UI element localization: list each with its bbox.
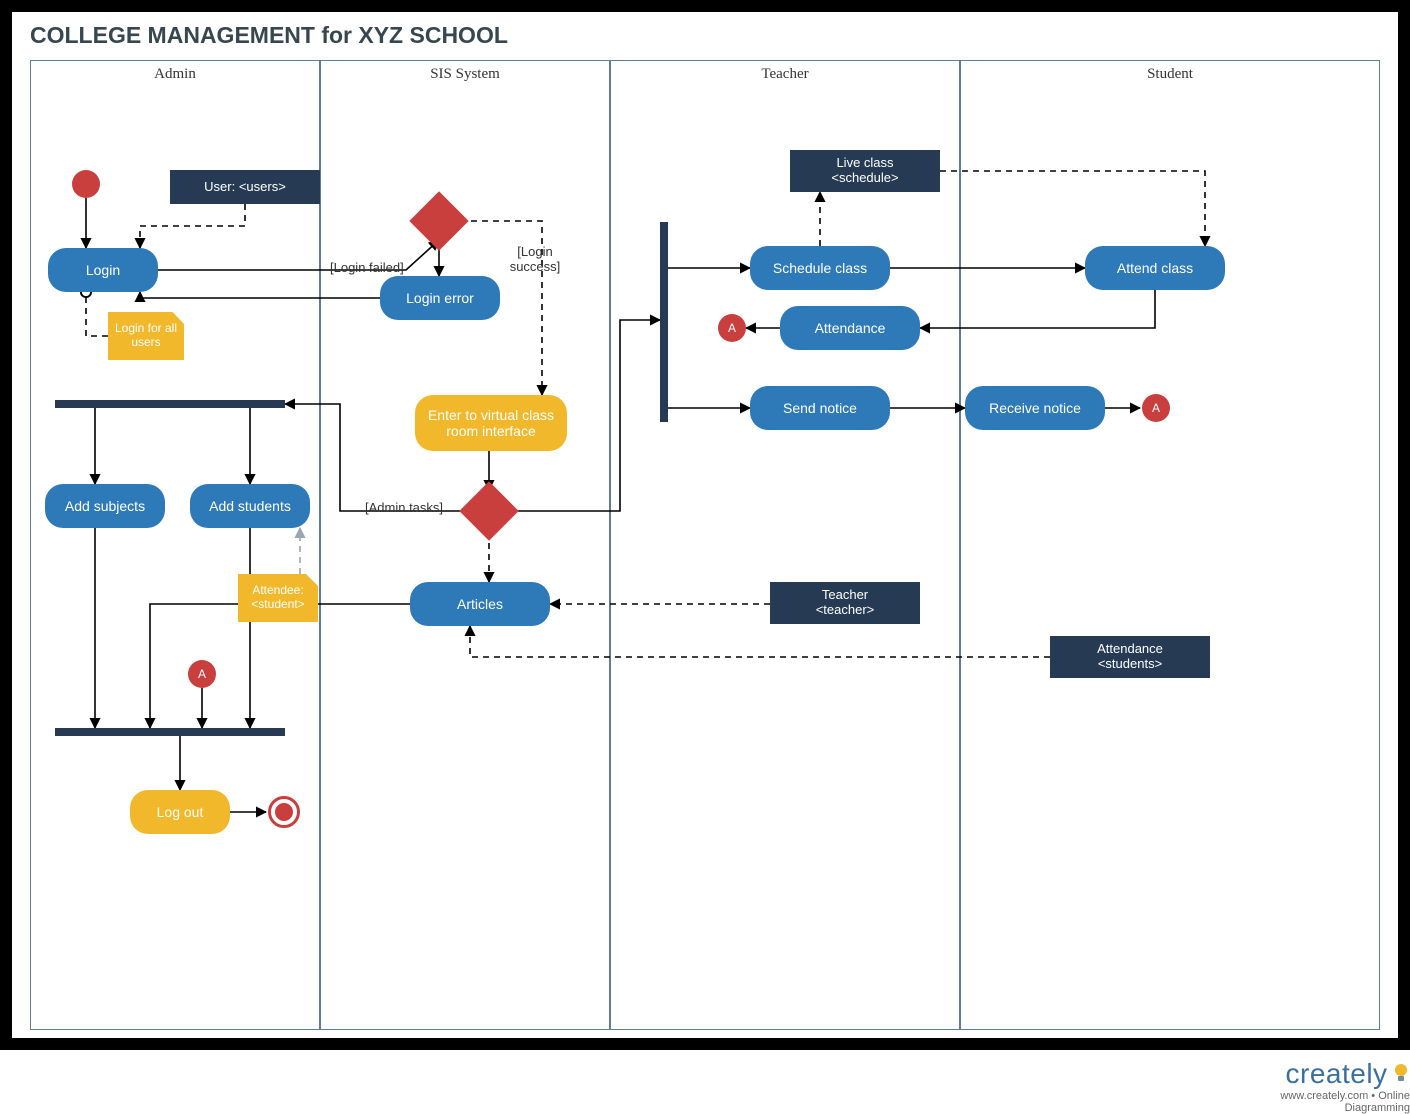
lane-admin [30,60,320,1030]
lane-header-teacher: Teacher [610,66,960,83]
activity-logout: Log out [130,790,230,834]
label-lbl_fail: [Login failed] [330,260,404,275]
activity-articles: Articles [410,582,550,626]
lane-header-admin: Admin [30,66,320,83]
note-note_attendee: Attendee: <student> [238,574,318,622]
sync-bar-fork_teacher [660,222,668,422]
datastore-ds_live: Live class<schedule> [790,150,940,192]
activity-enter_vc: Enter to virtual class room interface [415,395,567,451]
sync-bar-fork_admin [55,400,285,408]
datastore-ds_teacher: Teacher<teacher> [770,582,920,624]
connector-conn_a1: A [188,660,216,688]
lane-student [960,60,1380,1030]
activity-recv_notice: Receive notice [965,386,1105,430]
label-lbl_succ: [Login success] [500,244,570,274]
activity-attendance: Attendance [780,306,920,350]
bulb-icon [1392,1061,1410,1085]
footer-brand: creately [1286,1058,1388,1089]
footer-logo: creately www.creately.com • Online Diagr… [1230,1058,1410,1114]
connector-conn_a3: A [1142,394,1170,422]
activity-add_students: Add students [190,484,310,528]
activity-login: Login [48,248,158,292]
activity-sched_class: Schedule class [750,246,890,290]
datastore-ds_users: User: <users> [170,170,320,204]
activity-attend_class: Attend class [1085,246,1225,290]
page-title: COLLEGE MANAGEMENT for XYZ SCHOOL [30,22,508,49]
activity-send_notice: Send notice [750,386,890,430]
lane-teacher [610,60,960,1030]
footer-sub: www.creately.com • Online Diagramming [1230,1090,1410,1114]
sync-bar-join_admin [55,728,285,736]
end-node-inner [275,803,293,821]
label-lbl_admin: [Admin tasks] [365,500,443,515]
lane-header-sis: SIS System [320,66,610,83]
start-node [72,170,100,198]
activity-login_error: Login error [380,276,500,320]
lane-sis [320,60,610,1030]
lane-header-student: Student [960,66,1380,83]
connector-conn_a2: A [718,314,746,342]
activity-add_subjects: Add subjects [45,484,165,528]
note-note_login: Login for all users [108,312,184,360]
datastore-ds_att_stud: Attendance<students> [1050,636,1210,678]
